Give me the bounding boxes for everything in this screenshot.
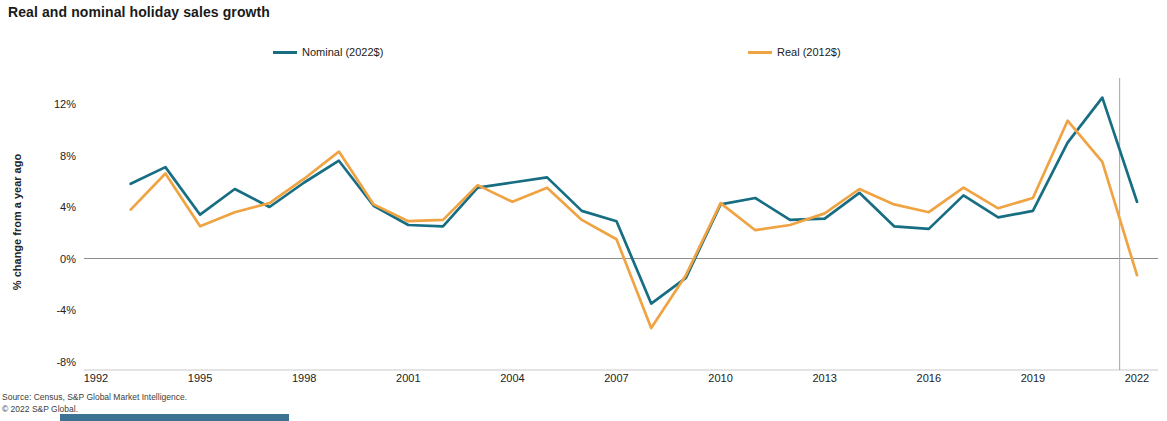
- y-tick-label: 0%: [28, 252, 76, 266]
- x-tick-label: 1995: [178, 371, 222, 385]
- x-tick-label: 2016: [907, 371, 951, 385]
- x-tick-label: 2004: [490, 371, 534, 385]
- y-tick-label: -8%: [28, 355, 76, 369]
- real-series-line: [131, 121, 1137, 328]
- y-tick-label: 8%: [28, 149, 76, 163]
- x-tick-label: 2010: [699, 371, 743, 385]
- brand-bar: [60, 414, 289, 421]
- x-tick-label: 1992: [74, 371, 118, 385]
- x-tick-label: 2007: [595, 371, 639, 385]
- x-tick-label: 1998: [282, 371, 326, 385]
- y-tick-label: -4%: [28, 303, 76, 317]
- x-tick-label: 2022: [1115, 371, 1159, 385]
- chart-page: Real and nominal holiday sales growth No…: [0, 0, 1167, 421]
- x-tick-label: 2013: [803, 371, 847, 385]
- x-tick-label: 2019: [1011, 371, 1055, 385]
- y-tick-label: 4%: [28, 200, 76, 214]
- line-chart: [0, 0, 1167, 421]
- y-tick-label: 12%: [28, 97, 76, 111]
- x-tick-label: 2001: [386, 371, 430, 385]
- source-text: Source: Census, S&P Global Market Intell…: [2, 392, 187, 403]
